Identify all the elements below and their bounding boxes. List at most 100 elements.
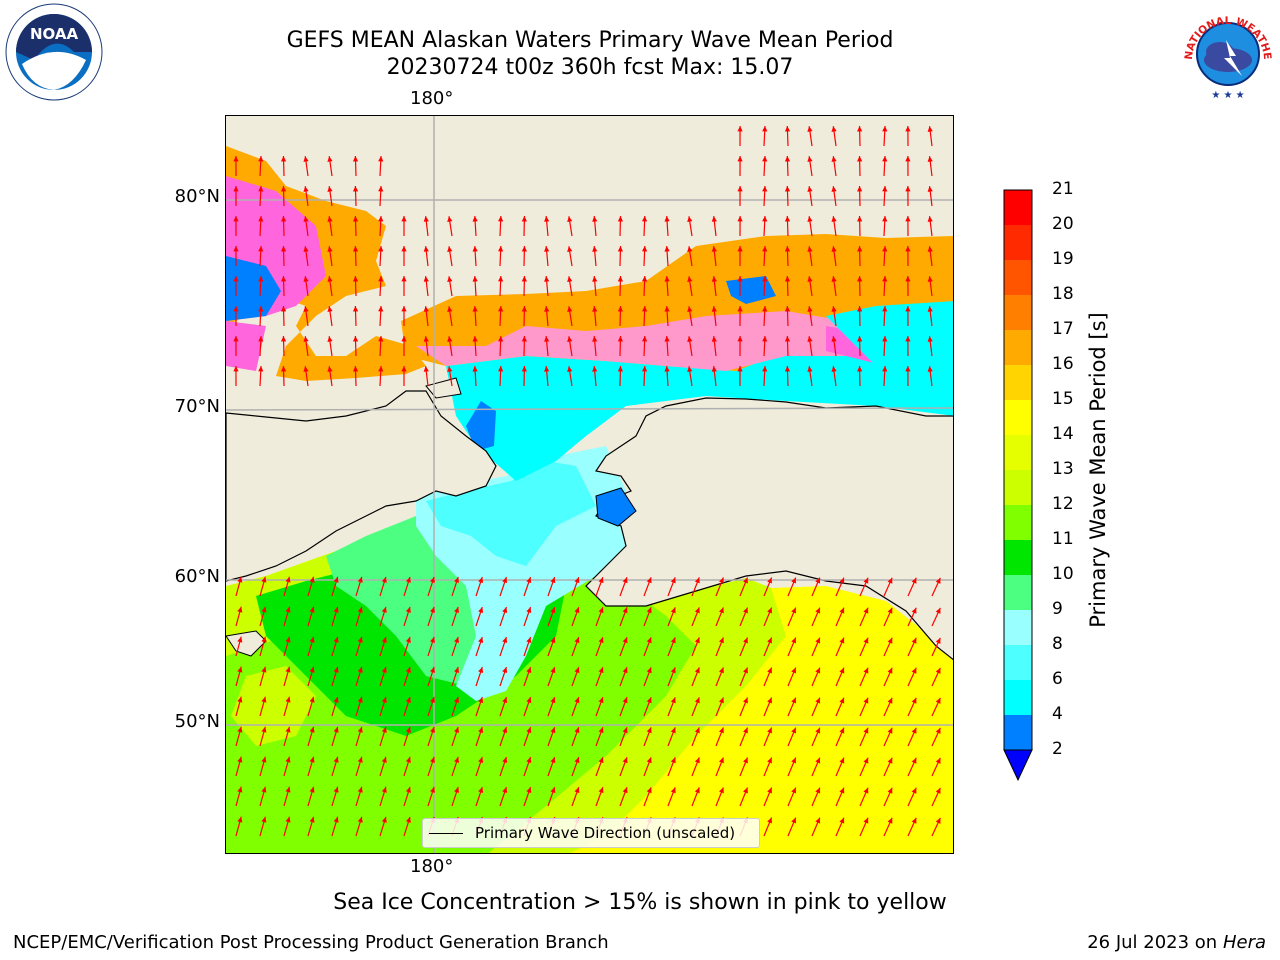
wave-arrow-head bbox=[743, 607, 748, 614]
colorbar-tick-label: 12 bbox=[1052, 494, 1074, 514]
wave-arrow-head bbox=[472, 276, 478, 282]
wave-arrow-head bbox=[423, 336, 429, 342]
lon-label-bottom: 180° bbox=[410, 856, 454, 877]
wave-arrow-head bbox=[791, 577, 797, 584]
wave-arrow-head bbox=[454, 756, 460, 763]
wave-arrow-head bbox=[237, 666, 243, 673]
wave-arrow-head bbox=[502, 667, 508, 674]
wave-arrow-head bbox=[498, 216, 504, 222]
wave-arrow-head bbox=[911, 697, 917, 704]
map-canvas bbox=[226, 116, 953, 853]
wave-arrow-head bbox=[237, 786, 243, 793]
wave-arrow-head bbox=[935, 667, 941, 674]
wave-arrow-head bbox=[815, 607, 821, 614]
wave-arrow-head bbox=[905, 366, 911, 372]
wave-arrow-head bbox=[357, 786, 363, 793]
wave-arrow-head bbox=[687, 246, 693, 252]
wave-arrow-head bbox=[526, 577, 532, 584]
wave-arrow-head bbox=[357, 606, 363, 613]
wave-arrow-head bbox=[694, 697, 700, 704]
wave-arrow-head bbox=[767, 697, 772, 704]
wave-arrow-head bbox=[258, 336, 264, 342]
wave-arrow-head bbox=[567, 366, 573, 372]
wave-arrow-head bbox=[280, 276, 287, 282]
wave-arrow-head bbox=[927, 246, 933, 252]
wave-arrow-head bbox=[831, 306, 837, 312]
wave-arrow-head bbox=[550, 607, 556, 614]
wave-arrow-head bbox=[905, 336, 911, 342]
wave-arrow-head bbox=[927, 366, 933, 372]
colorbar-outline bbox=[1003, 189, 1033, 751]
wave-arrow-head bbox=[887, 577, 893, 584]
wave-arrow-head bbox=[911, 787, 917, 794]
wave-arrow-head bbox=[237, 636, 243, 643]
wave-arrow-head bbox=[687, 366, 693, 372]
wave-arrow-head bbox=[574, 637, 580, 644]
wave-arrow-head bbox=[309, 636, 315, 643]
wave-arrow-head bbox=[737, 336, 743, 342]
wave-arrow-head bbox=[743, 637, 748, 644]
wave-arrow-head bbox=[664, 336, 670, 342]
wave-arrow-head bbox=[882, 216, 888, 222]
wave-arrow-head bbox=[280, 306, 287, 312]
colorbar-swatch bbox=[1004, 190, 1032, 225]
wave-arrow-head bbox=[767, 757, 772, 764]
wave-arrow-head bbox=[815, 667, 821, 674]
wave-arrow-head bbox=[285, 726, 291, 733]
wave-arrow-head bbox=[927, 126, 933, 132]
wave-arrow-head bbox=[857, 216, 863, 222]
wave-arrow-head bbox=[935, 577, 941, 584]
wave-arrow-head bbox=[478, 697, 484, 703]
wave-arrow-head bbox=[423, 366, 429, 372]
wave-arrow-head bbox=[711, 366, 717, 372]
map-legend: Primary Wave Direction (unscaled) bbox=[422, 818, 760, 848]
wave-arrow-head bbox=[521, 246, 527, 252]
wave-arrow-head bbox=[887, 757, 893, 764]
wave-arrow-head bbox=[905, 186, 911, 192]
wave-arrow-head bbox=[664, 276, 670, 282]
wave-arrow-head bbox=[641, 276, 648, 282]
wave-arrow-head bbox=[280, 246, 287, 252]
wave-arrow-head bbox=[622, 667, 628, 674]
wave-arrow-head bbox=[592, 336, 598, 342]
wave-arrow-head bbox=[472, 216, 478, 222]
wave-arrow-head bbox=[882, 276, 888, 282]
wave-arrow-head bbox=[333, 696, 339, 703]
wave-arrow-head bbox=[887, 787, 893, 794]
wave-arrow-head bbox=[598, 757, 604, 764]
wave-arrow-head bbox=[887, 697, 893, 704]
wave-arrow-head bbox=[258, 276, 264, 282]
wave-arrow-head bbox=[237, 696, 243, 703]
wave-arrow-head bbox=[622, 637, 628, 644]
colorbar-swatch bbox=[1004, 435, 1032, 470]
wave-arrow-head bbox=[839, 727, 845, 734]
kamchatka-land bbox=[226, 630, 267, 657]
wave-arrow-head bbox=[641, 366, 648, 372]
wave-arrow-head bbox=[447, 336, 453, 342]
wave-arrow-head bbox=[333, 756, 339, 763]
colorbar-swatch bbox=[1004, 575, 1032, 610]
wave-arrow-head bbox=[357, 666, 363, 673]
wave-arrow-head bbox=[357, 576, 363, 583]
wave-arrow-head bbox=[598, 667, 604, 674]
wave-arrow-head bbox=[303, 336, 309, 342]
wave-arrow-head bbox=[285, 786, 291, 793]
wave-arrow-head bbox=[687, 276, 693, 282]
wave-arrow-head bbox=[521, 276, 527, 282]
wave-arrow-head bbox=[352, 186, 359, 192]
wave-arrow-head bbox=[352, 336, 359, 342]
wave-arrow-head bbox=[261, 636, 267, 643]
wave-arrow-head bbox=[454, 726, 460, 733]
colorbar-tick-label: 14 bbox=[1052, 424, 1074, 444]
wave-arrow-head bbox=[592, 246, 598, 252]
wave-arrow-head bbox=[285, 666, 291, 673]
wave-arrow-head bbox=[927, 306, 933, 312]
wave-arrow-head bbox=[863, 817, 869, 824]
wave-arrow-head bbox=[737, 246, 743, 252]
wave-arrow-head bbox=[327, 186, 333, 192]
wave-arrow-head bbox=[309, 576, 315, 583]
wave-arrow-head bbox=[550, 577, 556, 584]
wave-arrow-head bbox=[233, 186, 239, 192]
gridline-70n bbox=[226, 407, 953, 411]
wave-arrow-head bbox=[762, 126, 768, 132]
